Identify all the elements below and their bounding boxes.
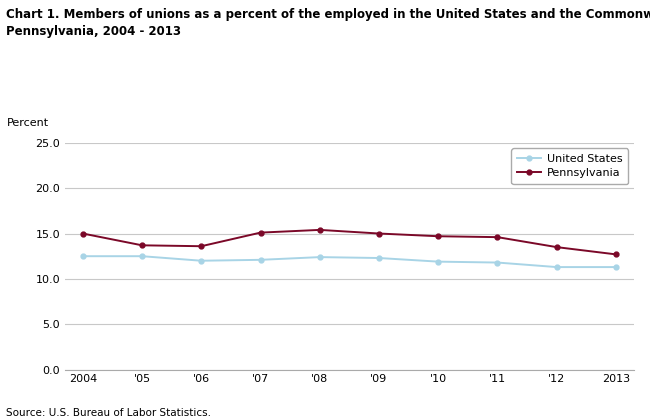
Pennsylvania [493,235,501,240]
Text: Chart 1. Members of unions as a percent of the employed in the United States and: Chart 1. Members of unions as a percent … [6,8,650,38]
Line: United States: United States [81,254,618,270]
United States [198,258,205,263]
United States [79,254,86,259]
Text: Percent: Percent [6,118,49,128]
United States [138,254,146,259]
United States [375,255,383,260]
United States [257,257,265,262]
Legend: United States, Pennsylvania: United States, Pennsylvania [512,148,628,184]
Pennsylvania [316,227,324,232]
Pennsylvania [612,252,620,257]
Pennsylvania [434,234,442,239]
Pennsylvania [138,243,146,248]
United States [612,265,620,270]
United States [493,260,501,265]
Pennsylvania [375,231,383,236]
United States [434,259,442,264]
Text: Source: U.S. Bureau of Labor Statistics.: Source: U.S. Bureau of Labor Statistics. [6,408,211,418]
Pennsylvania [553,244,561,249]
Pennsylvania [257,230,265,235]
Pennsylvania [198,244,205,249]
Pennsylvania [79,231,86,236]
United States [553,265,561,270]
United States [316,255,324,260]
Line: Pennsylvania: Pennsylvania [81,228,618,257]
